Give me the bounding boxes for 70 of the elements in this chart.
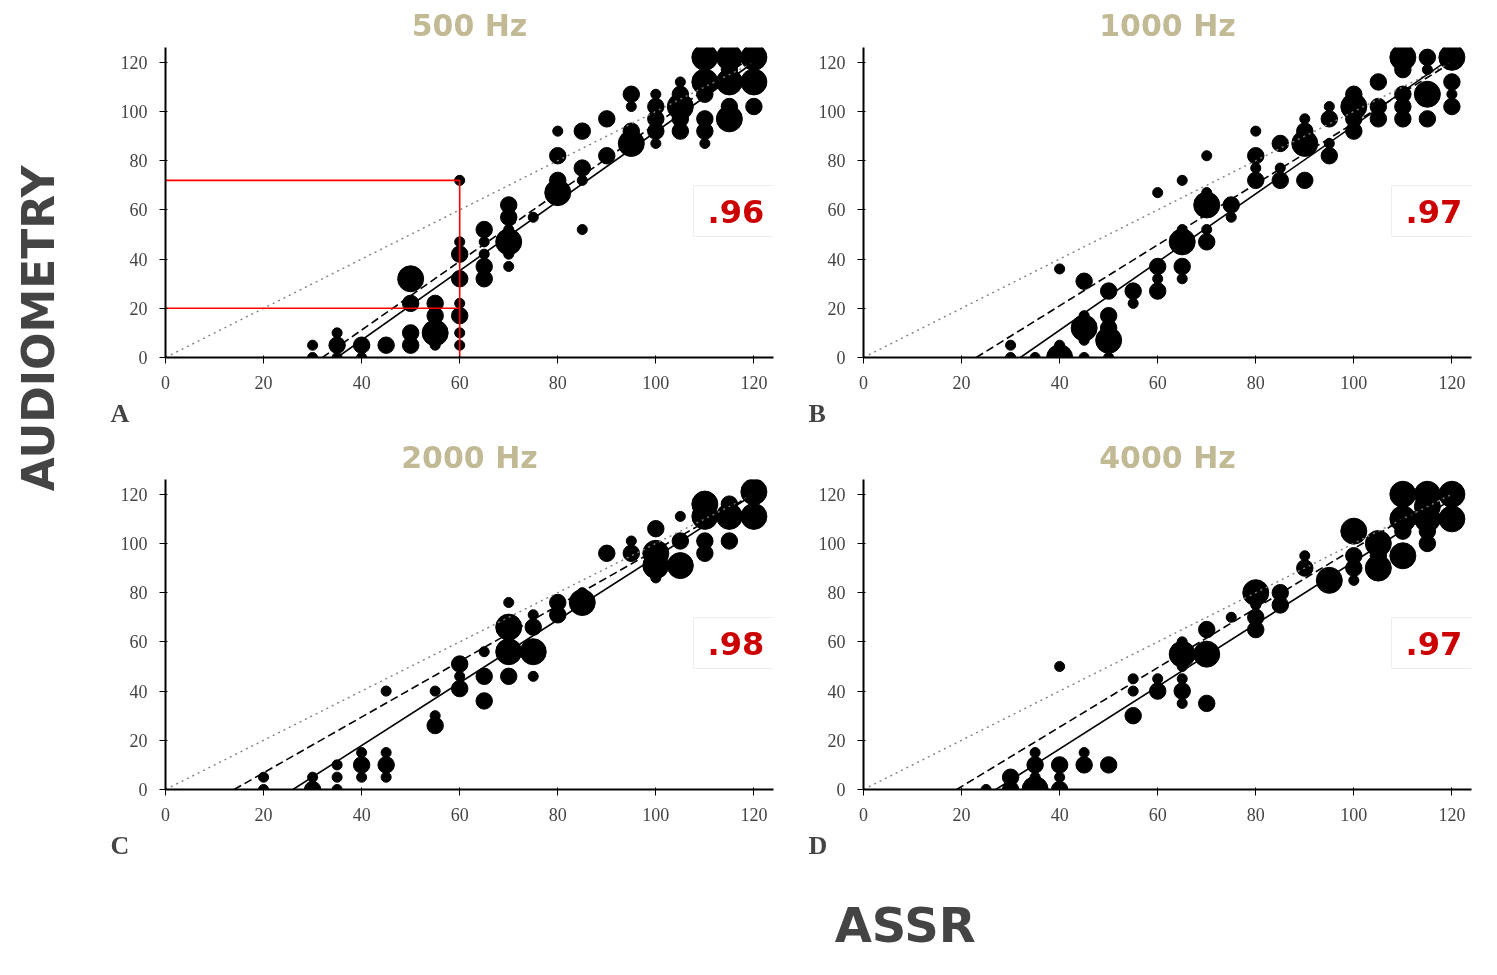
y-tick-label: 0 (836, 348, 846, 368)
x-axis-title: ASSR (834, 896, 976, 953)
y-tick-label: 60 (129, 632, 148, 653)
y-axis-title: AUDIOMETRY (13, 164, 64, 492)
text: A (110, 398, 130, 428)
annotation: .98 (707, 624, 765, 663)
x-tick-label: 120 (1438, 804, 1466, 825)
chart-title: 4000 Hz (1099, 439, 1236, 475)
y-tick-label: 80 (827, 151, 846, 172)
x-tick-label: 40 (1050, 372, 1069, 393)
y-tick-label: 0 (836, 780, 846, 800)
y-tick-label: 100 (120, 101, 148, 122)
y-tick-label: 40 (827, 249, 846, 270)
y-tick-label: 20 (827, 730, 846, 751)
x-tick-label: 60 (1148, 804, 1167, 825)
x-tick-label: 40 (352, 372, 371, 393)
y-tick-label: 0 (138, 348, 148, 368)
y-tick-label: 120 (818, 52, 846, 73)
y-tick-label: 20 (827, 298, 846, 319)
x-tick-label: 120 (1438, 372, 1466, 393)
x-tick-label: 80 (1246, 804, 1265, 825)
x-tick-label: 0 (859, 804, 868, 825)
chart-title: 500 Hz (411, 7, 528, 43)
x-tick-label: 60 (450, 372, 469, 393)
text: B (808, 398, 826, 428)
x-tick-label: 60 (450, 804, 469, 825)
x-tick-label: 40 (1050, 804, 1069, 825)
chart-title: 1000 Hz (1099, 7, 1236, 43)
annotation: .96 (707, 192, 765, 231)
y-tick-label: 0 (138, 780, 148, 800)
y-tick-label: 100 (120, 533, 148, 554)
x-tick-label: 100 (642, 804, 670, 825)
x-tick-label: 0 (161, 804, 170, 825)
y-tick-label: 80 (129, 151, 148, 172)
x-tick-label: 20 (952, 372, 971, 393)
y-tick-label: 20 (129, 730, 148, 751)
y-tick-label: 100 (818, 101, 846, 122)
text: D (808, 830, 828, 860)
y-tick-label: 120 (120, 484, 148, 505)
y-tick-label: 100 (818, 533, 846, 554)
annotation: .97 (1405, 624, 1463, 663)
y-tick-label: 120 (120, 52, 148, 73)
x-tick-label: 100 (1340, 804, 1368, 825)
y-tick-label: 60 (827, 200, 846, 221)
x-tick-label: 80 (1246, 372, 1265, 393)
x-tick-label: 20 (952, 804, 971, 825)
x-tick-label: 20 (254, 804, 273, 825)
y-tick-label: 40 (129, 249, 148, 270)
y-tick-label: 80 (129, 583, 148, 604)
x-tick-label: 0 (161, 372, 170, 393)
x-tick-label: 100 (1340, 372, 1368, 393)
y-tick-label: 40 (827, 681, 846, 702)
x-tick-label: 0 (859, 372, 868, 393)
chart-title: 2000 Hz (401, 439, 538, 475)
y-tick-label: 60 (129, 200, 148, 221)
x-tick-label: 120 (740, 372, 768, 393)
x-tick-label: 80 (548, 372, 567, 393)
y-tick-label: 80 (827, 583, 846, 604)
y-tick-label: 40 (129, 681, 148, 702)
y-tick-label: 120 (818, 484, 846, 505)
x-tick-label: 60 (1148, 372, 1167, 393)
x-tick-label: 100 (642, 372, 670, 393)
x-tick-label: 40 (352, 804, 371, 825)
text: C (110, 830, 130, 860)
annotation: .97 (1405, 192, 1463, 231)
x-tick-label: 80 (548, 804, 567, 825)
y-tick-label: 60 (827, 632, 846, 653)
y-tick-label: 20 (129, 298, 148, 319)
x-tick-label: 20 (254, 372, 273, 393)
x-tick-label: 120 (740, 804, 768, 825)
